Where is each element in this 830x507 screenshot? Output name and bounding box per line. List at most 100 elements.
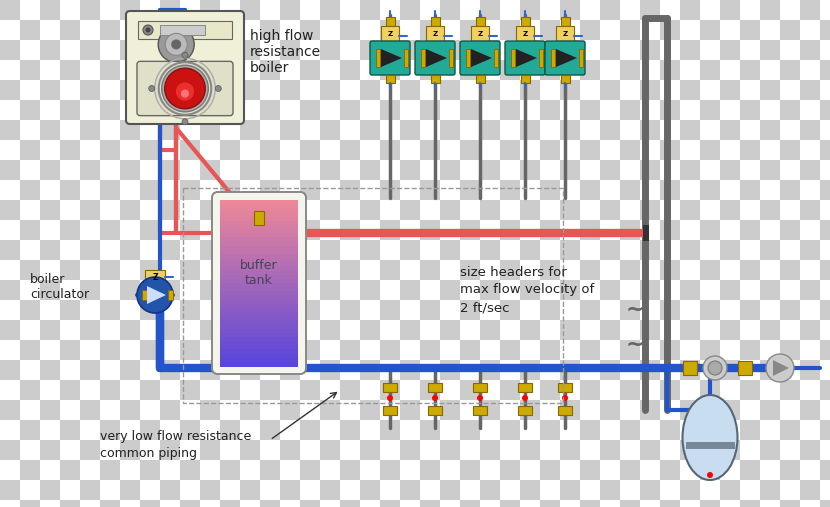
Bar xyxy=(140,300,160,320)
Bar xyxy=(60,220,80,240)
Bar xyxy=(460,460,480,480)
Bar xyxy=(400,240,420,260)
Bar xyxy=(380,420,400,440)
Bar xyxy=(820,300,830,320)
Bar xyxy=(431,17,440,26)
Bar xyxy=(800,60,820,80)
Bar xyxy=(20,380,40,400)
Bar xyxy=(540,500,560,507)
Circle shape xyxy=(708,361,722,375)
Bar xyxy=(300,380,320,400)
Bar xyxy=(60,60,80,80)
Bar xyxy=(120,320,140,340)
FancyBboxPatch shape xyxy=(545,41,585,75)
Bar xyxy=(643,225,649,241)
Bar xyxy=(280,20,300,40)
Bar xyxy=(800,420,820,440)
Bar xyxy=(400,360,420,380)
Bar xyxy=(431,75,440,83)
Bar xyxy=(40,100,60,120)
Bar xyxy=(40,40,60,60)
Bar xyxy=(280,100,300,120)
Bar xyxy=(40,400,60,420)
Bar xyxy=(660,420,680,440)
Bar xyxy=(260,360,280,380)
Bar xyxy=(220,362,298,367)
Bar xyxy=(120,0,140,20)
Circle shape xyxy=(432,395,438,401)
Bar xyxy=(560,440,580,460)
Bar xyxy=(380,140,400,160)
Bar xyxy=(620,280,640,300)
Bar xyxy=(240,400,260,420)
Bar xyxy=(540,100,560,120)
Bar xyxy=(260,80,280,100)
Bar xyxy=(60,500,80,507)
Bar xyxy=(800,300,820,320)
Bar xyxy=(100,80,120,100)
Bar xyxy=(40,240,60,260)
Bar xyxy=(280,440,300,460)
Bar xyxy=(300,480,320,500)
Bar xyxy=(800,280,820,300)
Bar xyxy=(500,20,520,40)
Bar xyxy=(600,140,620,160)
Bar xyxy=(440,340,460,360)
Bar xyxy=(600,340,620,360)
Bar xyxy=(560,380,580,400)
Bar xyxy=(80,340,100,360)
Bar xyxy=(820,160,830,180)
Bar xyxy=(720,120,740,140)
Bar xyxy=(360,240,380,260)
Bar xyxy=(780,420,800,440)
Bar xyxy=(680,120,700,140)
Bar xyxy=(760,380,780,400)
Bar xyxy=(620,240,640,260)
Bar xyxy=(320,0,340,20)
Bar xyxy=(340,380,360,400)
Bar xyxy=(20,480,40,500)
Bar xyxy=(300,240,320,260)
Bar xyxy=(260,60,280,80)
Bar xyxy=(480,220,500,240)
Bar xyxy=(380,280,400,300)
Bar xyxy=(440,380,460,400)
Bar xyxy=(381,26,399,42)
Bar xyxy=(320,480,340,500)
Bar xyxy=(320,140,340,160)
Bar xyxy=(340,180,360,200)
Bar xyxy=(420,280,440,300)
Bar xyxy=(0,120,20,140)
Bar xyxy=(420,460,440,480)
Bar xyxy=(320,100,340,120)
Bar xyxy=(420,180,440,200)
Bar xyxy=(0,160,20,180)
Bar xyxy=(0,320,20,340)
Bar xyxy=(340,220,360,240)
Bar xyxy=(340,460,360,480)
Bar xyxy=(720,380,740,400)
Bar xyxy=(120,500,140,507)
Bar xyxy=(420,200,440,220)
Bar xyxy=(460,340,480,360)
Bar xyxy=(473,406,487,415)
Bar xyxy=(120,80,140,100)
Bar xyxy=(280,380,300,400)
Bar xyxy=(520,280,540,300)
FancyBboxPatch shape xyxy=(137,61,233,116)
Bar xyxy=(40,260,60,280)
Bar xyxy=(560,220,580,240)
Bar xyxy=(200,380,220,400)
Bar xyxy=(180,400,200,420)
Bar xyxy=(520,60,540,80)
Bar xyxy=(620,500,640,507)
Bar xyxy=(240,20,260,40)
Bar xyxy=(560,180,580,200)
Bar xyxy=(80,440,100,460)
Bar xyxy=(760,260,780,280)
Bar xyxy=(40,380,60,400)
Circle shape xyxy=(162,65,208,112)
Bar xyxy=(240,220,260,240)
Bar xyxy=(520,260,540,280)
Bar xyxy=(820,40,830,60)
